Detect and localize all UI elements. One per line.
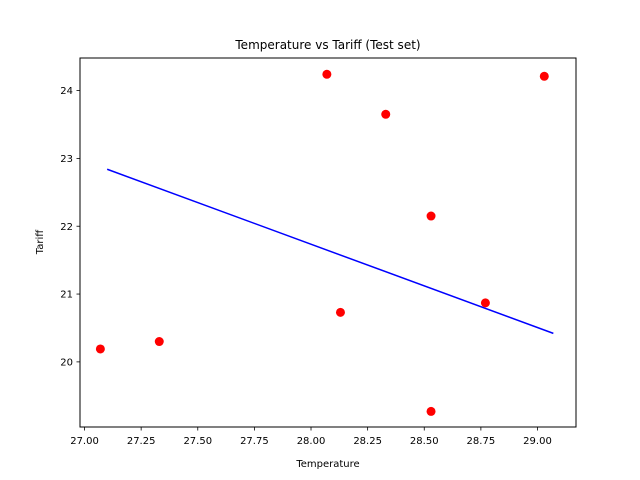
y-tick-label: 22 xyxy=(60,222,73,233)
chart-title: Temperature vs Tariff (Test set) xyxy=(234,38,420,52)
scatter-point-7 xyxy=(426,406,436,416)
scatter-point-3 xyxy=(322,69,332,79)
plot-content xyxy=(95,69,554,416)
y-tick-label: 24 xyxy=(60,86,73,97)
scatter-point-5 xyxy=(381,109,391,119)
x-tick-label: 27.00 xyxy=(70,436,99,447)
y-tick-label: 20 xyxy=(60,357,73,368)
regression-line xyxy=(106,168,554,335)
scatter-point-1 xyxy=(95,344,105,354)
x-tick-label: 28.25 xyxy=(353,436,382,447)
plot-frame xyxy=(79,57,577,428)
scatter-point-9 xyxy=(539,71,549,81)
x-tick-label: 27.50 xyxy=(183,436,212,447)
scatter-point-8 xyxy=(480,298,490,308)
x-axis-label: Temperature xyxy=(295,459,359,470)
x-tick-label: 29.00 xyxy=(523,436,552,447)
y-axis-label: Tariff xyxy=(35,229,46,255)
scatter-point-6 xyxy=(426,211,436,221)
y-axis: 20 21 22 23 24 xyxy=(60,86,80,368)
x-axis: 27.00 27.25 27.50 27.75 28.00 28.25 28.50 28.75… xyxy=(70,427,552,447)
y-tick-label: 23 xyxy=(60,154,73,165)
x-tick-label: 27.25 xyxy=(127,436,156,447)
x-tick-label: 27.75 xyxy=(240,436,269,447)
scatter-point-2 xyxy=(154,337,164,347)
y-tick-label: 21 xyxy=(60,290,73,301)
x-tick-label: 28.50 xyxy=(410,436,439,447)
x-tick-label: 28.75 xyxy=(467,436,496,447)
x-tick-label: 28.00 xyxy=(297,436,326,447)
scatter-point-4 xyxy=(335,307,345,317)
